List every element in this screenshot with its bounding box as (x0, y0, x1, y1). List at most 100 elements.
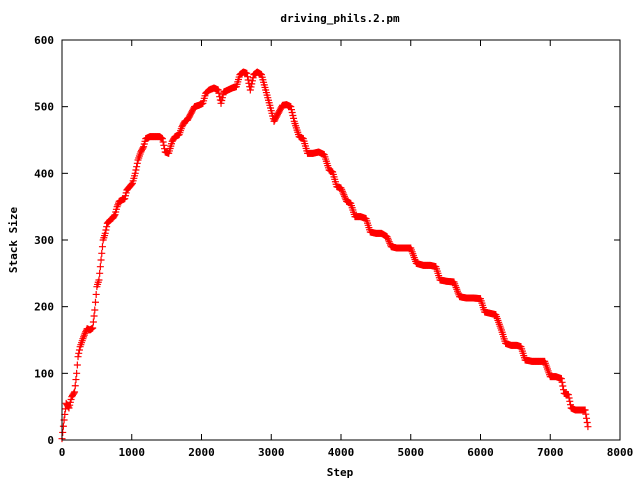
data-point (386, 239, 394, 247)
data-point (59, 422, 67, 430)
data-point (290, 114, 298, 122)
data-point (215, 89, 223, 97)
data-point (96, 263, 104, 271)
data-point (582, 410, 590, 418)
data-point (81, 329, 89, 337)
data-point (581, 406, 589, 414)
y-tick-label: 600 (34, 34, 54, 47)
data-point (244, 73, 252, 81)
data-point (243, 69, 251, 77)
data-point (133, 159, 141, 167)
data-point (565, 394, 573, 402)
data-point (558, 378, 566, 386)
axis-ticks: 0 1000 2000 3000 4000 5000 6000 7000 8000 0 100 200… (34, 34, 633, 459)
data-point (73, 361, 81, 369)
data-point (71, 382, 79, 390)
data-points (58, 68, 592, 443)
data-point (337, 184, 345, 192)
x-tick-label: 4000 (328, 446, 355, 459)
y-tick-label: 500 (34, 101, 54, 114)
data-point (131, 169, 139, 177)
x-tick-label: 2000 (188, 446, 215, 459)
data-point (249, 74, 257, 82)
y-axis-label: Stack Size (7, 207, 20, 274)
x-tick-label: 5000 (398, 446, 425, 459)
data-point (244, 76, 252, 84)
chart-title: driving_phils.2.pm (280, 12, 400, 25)
data-point (139, 144, 147, 152)
data-point (59, 428, 67, 436)
data-point (102, 226, 110, 234)
data-point (341, 194, 349, 202)
data-point (246, 86, 254, 94)
data-point (384, 234, 392, 242)
data-point (383, 233, 391, 241)
data-point (70, 389, 78, 397)
y-tick-label: 400 (34, 167, 54, 180)
data-point (560, 386, 568, 394)
data-point (98, 249, 106, 257)
data-point (248, 77, 256, 85)
data-point (384, 236, 392, 244)
data-point (247, 83, 255, 91)
data-point (75, 346, 83, 354)
data-point (91, 298, 99, 306)
data-point (64, 403, 72, 411)
data-point (338, 187, 346, 195)
data-point (160, 141, 168, 149)
y-tick-label: 100 (34, 367, 54, 380)
y-tick-label: 0 (47, 434, 54, 447)
data-point (339, 189, 347, 197)
data-point (132, 166, 140, 174)
data-point (110, 212, 118, 220)
y-tick-label: 300 (34, 234, 54, 247)
data-point (128, 180, 136, 188)
data-point (159, 138, 167, 146)
data-point (103, 223, 111, 231)
data-point (91, 306, 99, 314)
plot-frame (61, 39, 621, 441)
data-point (566, 397, 574, 405)
x-tick-label: 3000 (258, 446, 285, 459)
data-point (248, 80, 256, 88)
x-tick-label: 6000 (467, 446, 494, 459)
data-point (74, 353, 82, 361)
x-tick-label: 0 (59, 446, 66, 459)
data-point (95, 276, 103, 284)
x-tick-label: 8000 (607, 446, 634, 459)
data-point (73, 369, 81, 377)
data-point (158, 135, 166, 143)
data-point (584, 423, 592, 431)
x-tick-label: 7000 (537, 446, 564, 459)
data-point (72, 376, 80, 384)
data-point (92, 290, 100, 298)
data-point (89, 324, 97, 332)
data-point (214, 86, 222, 94)
data-point (559, 382, 567, 390)
data-point (75, 349, 83, 357)
x-axis-label: Step (327, 466, 354, 479)
data-point (133, 163, 141, 171)
data-point (71, 388, 79, 396)
data-point (97, 256, 105, 264)
data-point (89, 318, 97, 326)
data-point (566, 401, 574, 409)
data-point (127, 181, 135, 189)
data-point (338, 186, 346, 194)
data-point (385, 238, 393, 246)
data-point (101, 229, 109, 237)
y-tick-label: 200 (34, 301, 54, 314)
data-point (583, 414, 591, 422)
data-point (564, 391, 572, 399)
data-point (288, 109, 296, 117)
data-point (340, 191, 348, 199)
data-point (340, 192, 348, 200)
x-tick-label: 1000 (119, 446, 146, 459)
data-point (557, 375, 565, 383)
data-point (98, 243, 106, 251)
data-point (96, 269, 104, 277)
data-point (90, 312, 98, 320)
data-point (583, 419, 591, 426)
